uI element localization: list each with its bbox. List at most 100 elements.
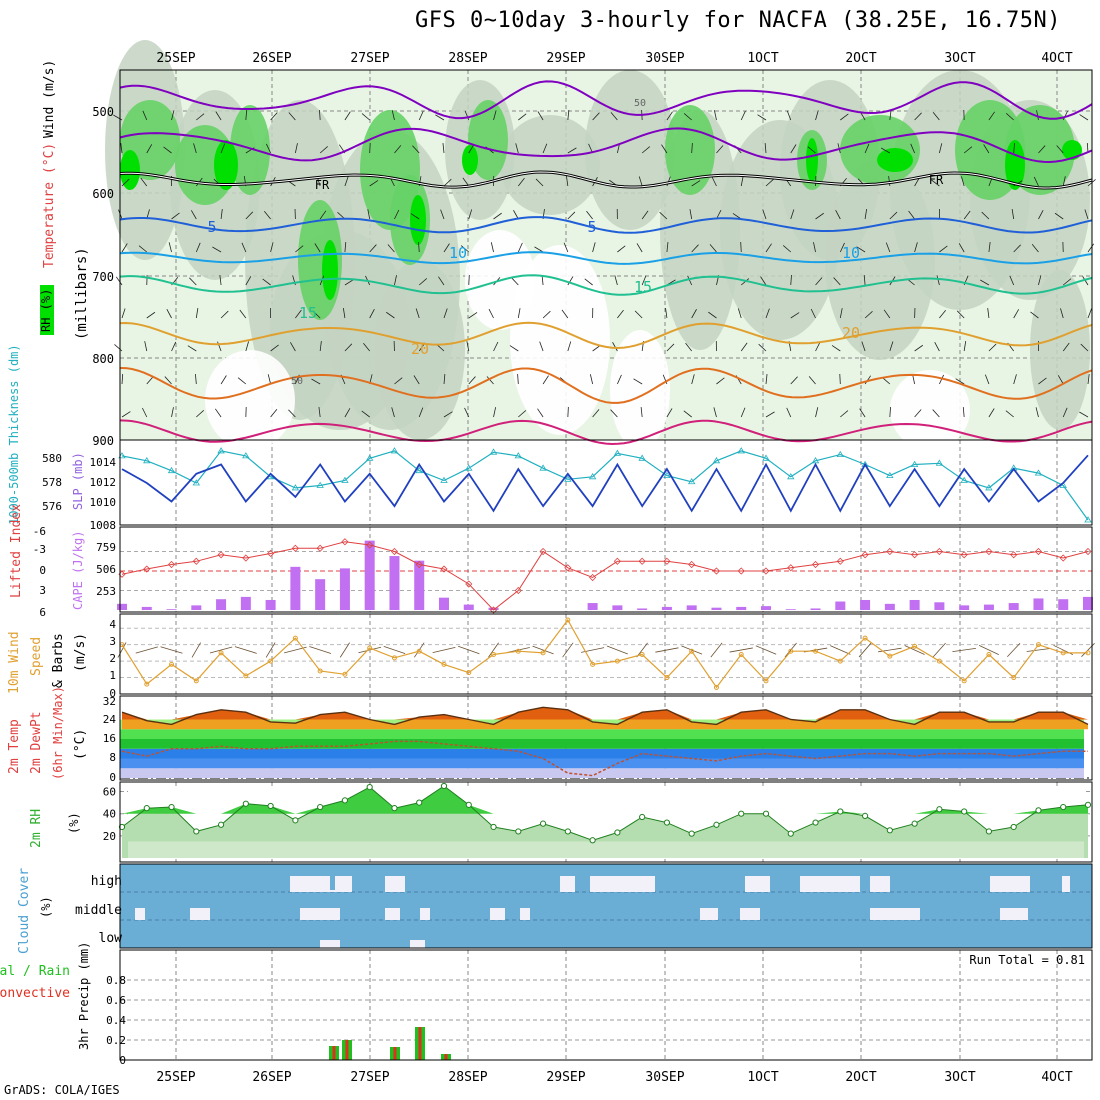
precip-tick: 0.6 <box>106 994 126 1007</box>
wind10-marker <box>243 673 249 679</box>
wind-barb <box>295 309 302 319</box>
rh-marker <box>242 800 249 807</box>
slp-tick: 1014 <box>90 456 117 469</box>
wind-barb <box>438 276 445 286</box>
wind-barb <box>319 341 322 352</box>
wind10-barb <box>904 645 925 655</box>
ylabel-lifted-index: Lifted Index <box>9 504 24 598</box>
wind-barb <box>864 311 873 319</box>
wind-barb <box>1087 374 1090 385</box>
ylabel-rh2m-unit: (%) <box>67 812 81 834</box>
wind-barb <box>146 144 153 154</box>
wind-barb <box>311 378 321 385</box>
ylabel-wind: Wind (m/s) <box>42 60 57 138</box>
cloud-level-label: high <box>91 874 122 889</box>
wind-barb <box>493 407 497 418</box>
cape-bar <box>463 604 474 610</box>
rh-marker <box>317 803 324 811</box>
wind-barb <box>314 243 321 253</box>
wind-barb <box>121 411 131 418</box>
credit-label: GrADS: COLA/IGES <box>4 1083 120 1097</box>
wind-barb <box>295 245 304 253</box>
wind-barb <box>988 242 991 253</box>
wind-barb <box>689 209 693 220</box>
wind-barb <box>691 180 701 187</box>
cape-bar <box>439 597 449 610</box>
wind-barb <box>567 211 576 220</box>
cloud-cover-middle <box>385 908 400 920</box>
date-label-bottom: 28SEP <box>448 1070 487 1085</box>
wind-barb <box>883 309 891 319</box>
wind10-marker <box>590 661 596 667</box>
wind-barb <box>140 177 148 187</box>
wind-barb <box>1005 410 1014 418</box>
wind-barb <box>146 376 154 385</box>
wind-barb <box>786 407 792 418</box>
precip-tick: 0.4 <box>106 1014 126 1027</box>
wind-barb <box>493 212 502 220</box>
cape-bar <box>1033 598 1044 610</box>
wind-barb <box>691 374 695 385</box>
rh-marker <box>985 828 993 835</box>
cape-bar <box>983 604 994 610</box>
wind-barb <box>691 309 697 319</box>
wind-barb <box>537 408 544 418</box>
ylabel-rh2m: 2m RH <box>29 809 44 848</box>
ylabel-wind10-b: Speed <box>29 637 44 676</box>
wind-barb <box>932 111 940 121</box>
lifted-index-marker <box>911 551 919 559</box>
wind10-barb <box>655 647 679 653</box>
wind10-marker <box>614 658 620 664</box>
contour-label-rh50: 50 <box>291 376 303 387</box>
wind-barb <box>861 341 866 352</box>
wind-barb <box>294 143 298 154</box>
cape-bar <box>785 609 796 610</box>
wind-barb <box>535 178 544 187</box>
wind-barb <box>1038 377 1047 385</box>
thickness-marker <box>960 476 968 483</box>
wind-barb <box>831 345 841 352</box>
wind-barb <box>984 374 990 385</box>
wind-barb <box>493 341 499 352</box>
thickness-marker <box>341 476 349 483</box>
lifted-index-marker <box>836 557 844 565</box>
wind-barb <box>511 277 519 286</box>
isotherm-15 <box>119 274 1093 296</box>
rh-tick: 20 <box>103 830 116 843</box>
cape-bar <box>884 603 895 610</box>
wind10-barb <box>309 646 332 654</box>
lifted-index-marker <box>985 547 993 556</box>
wind-barb <box>464 110 470 121</box>
wind-barb <box>142 407 148 418</box>
wind-barb <box>288 112 296 121</box>
lifted-index-marker <box>811 560 820 569</box>
wind10-marker <box>491 652 497 658</box>
wind-barb <box>542 310 551 319</box>
thickness-marker <box>539 464 547 471</box>
rh-marker <box>961 808 968 815</box>
li-tick: 0 <box>39 564 46 577</box>
lifted-index-marker <box>960 551 968 559</box>
wind-barb <box>534 246 544 253</box>
wind-barb <box>486 376 494 385</box>
wind-barb <box>958 243 965 253</box>
rh-marker <box>490 823 497 831</box>
slp-line <box>121 454 1089 513</box>
cape-bar <box>339 568 350 610</box>
wind-barb <box>666 111 673 121</box>
wind-barb <box>220 143 226 154</box>
wind-barb <box>740 278 750 286</box>
precip-convective-bar <box>444 1054 448 1060</box>
lifted-index-marker <box>217 551 225 559</box>
wind10-marker <box>218 650 224 656</box>
wind-barb <box>939 245 948 253</box>
wind-barb <box>120 143 123 154</box>
wind10-tick: 4 <box>109 618 116 631</box>
thickness-marker <box>415 466 423 474</box>
thickness-marker <box>613 449 622 456</box>
wind-barb <box>1036 110 1039 121</box>
lifted-index-marker <box>712 567 721 575</box>
wind-barb <box>369 244 377 253</box>
wind-barb <box>394 377 403 385</box>
